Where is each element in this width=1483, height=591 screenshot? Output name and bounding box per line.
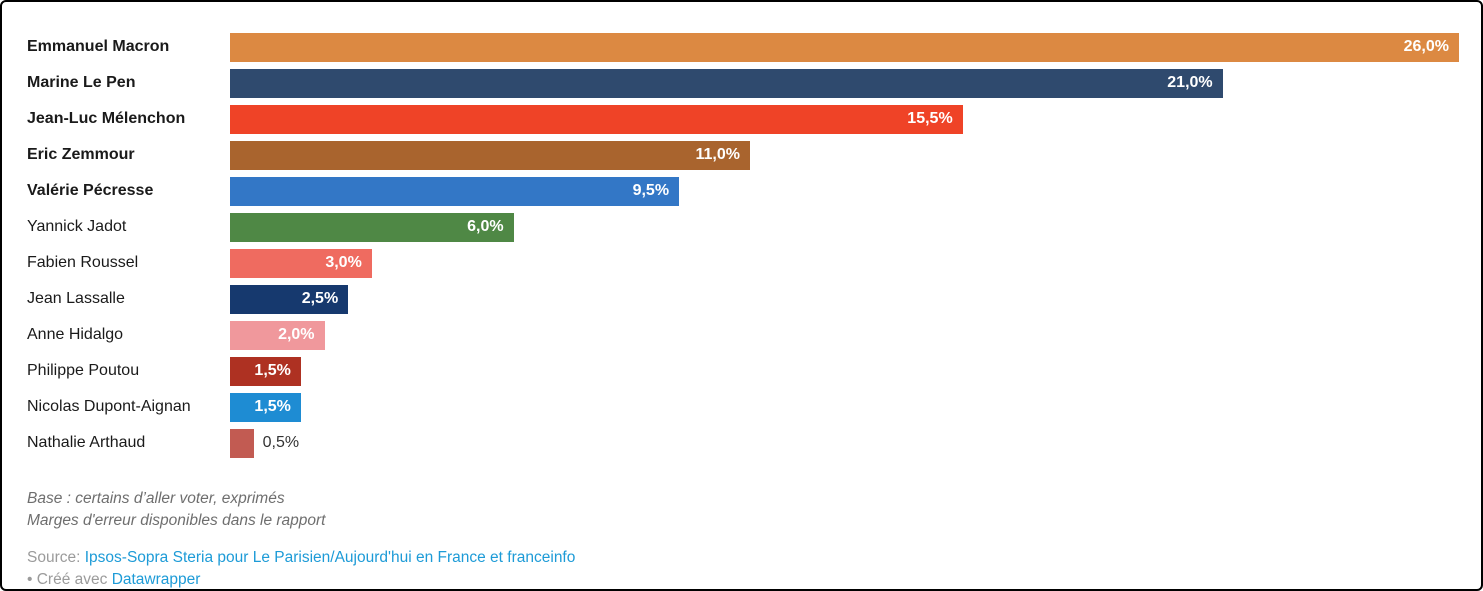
bar-track: 2,5% [230,284,1459,314]
bar-track: 3,0% [230,248,1459,278]
candidate-label: Jean Lassalle [27,290,125,307]
source-link[interactable]: Ipsos-Sopra Steria pour Le Parisien/Aujo… [84,549,576,566]
candidate-label: Valérie Pécresse [27,182,154,199]
bar-value-label-outside: 0,5% [262,434,300,451]
bar-row: Jean Lassalle 2,5% [27,281,1459,317]
source-line: Source: Ipsos-Sopra Steria pour Le Paris… [27,547,1459,569]
bar-track: 26,0% [230,32,1459,62]
attribution-line: • Créé avec Datawrapper [27,569,1459,589]
bar: 21,0% [230,68,1223,98]
bar: 2,0% [230,320,325,350]
bar-track: 6,0% [230,212,1459,242]
bar-track: 1,5% [230,392,1459,422]
candidate-label: Nathalie Arthaud [27,434,146,451]
candidate-label: Anne Hidalgo [27,326,124,343]
bar: 3,0% [230,248,372,278]
candidate-label: Jean-Luc Mélenchon [27,110,186,127]
bar-track: 15,5% [230,104,1459,134]
bar-row: Anne Hidalgo 2,0% [27,317,1459,353]
bar-value-label: 1,5% [254,398,291,415]
bar-row: Philippe Poutou 1,5% [27,353,1459,389]
bar-row: Eric Zemmour 11,0% [27,137,1459,173]
bar-value-label: 1,5% [254,362,291,379]
bar-track: 21,0% [230,68,1459,98]
bar-row: Emmanuel Macron 26,0% [27,29,1459,65]
bar-value-label: 3,0% [325,254,362,271]
bar-row: Fabien Roussel 3,0% [27,245,1459,281]
bar-track: 11,0% [230,140,1459,170]
attribution-prefix: • Créé avec [27,571,112,588]
bar-value-label: 26,0% [1403,38,1449,55]
bar: 1,5% [230,392,301,422]
bar-value-label: 21,0% [1167,74,1213,91]
bar-row: Jean-Luc Mélenchon 15,5% [27,101,1459,137]
bar-value-label: 11,0% [695,146,740,163]
candidate-label: Yannick Jadot [27,218,127,235]
bar-track: 2,0% [230,320,1459,350]
bar-value-label: 6,0% [467,218,504,235]
bar: 26,0% [230,32,1459,62]
bar-track: 1,5% [230,356,1459,386]
bar-track: 0,5% [230,428,1459,458]
bar-value-label: 2,5% [301,290,339,307]
bar-value-label: 15,5% [907,110,953,127]
base-note: Base : certains d’aller voter, exprimés [27,490,285,507]
bar: 1,5% [230,356,301,386]
bar-track: 9,5% [230,176,1459,206]
bar: 11,0% [230,140,750,170]
bar-row: Marine Le Pen 21,0% [27,65,1459,101]
bar: 2,5% [230,284,349,314]
bar-value-label: 9,5% [632,182,670,199]
bar-value-label: 2,0% [278,326,315,343]
bar: 15,5% [230,104,963,134]
chart-footer: Base : certains d’aller voter, exprimés … [27,488,1459,589]
datawrapper-link[interactable]: Datawrapper [111,571,201,588]
bar-row: Yannick Jadot 6,0% [27,209,1459,245]
source-label: Source: [27,549,85,566]
candidate-label: Fabien Roussel [27,254,139,271]
candidate-label: Philippe Poutou [27,362,140,379]
bar-row: Valérie Pécresse 9,5% [27,173,1459,209]
bar-row: Nicolas Dupont-Aignan 1,5% [27,389,1459,425]
bar-row: Nathalie Arthaud 0,5% [27,425,1459,461]
bar: 6,0% [230,212,514,242]
bar [230,428,254,458]
bar-chart: Emmanuel Macron 26,0% Marine Le Pen 21,0… [27,29,1459,461]
candidate-label: Eric Zemmour [27,146,135,163]
bar: 9,5% [230,176,680,206]
candidate-label: Emmanuel Macron [27,38,170,55]
candidate-label: Nicolas Dupont-Aignan [27,398,191,415]
margin-note: Marges d'erreur disponibles dans le rapp… [27,512,326,529]
candidate-label: Marine Le Pen [27,74,136,91]
